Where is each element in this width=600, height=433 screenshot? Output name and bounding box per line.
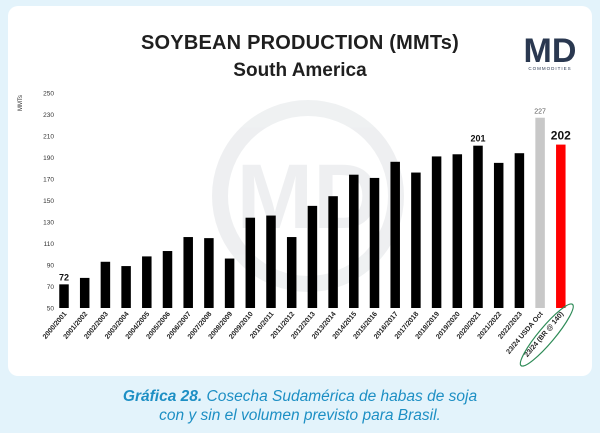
bar bbox=[369, 177, 380, 308]
y-tick-label: 250 bbox=[43, 91, 54, 98]
y-tick-label: 110 bbox=[44, 241, 55, 248]
data-labels: 72 201 227 202 bbox=[59, 109, 571, 283]
chart-subtitle: South America bbox=[233, 60, 367, 81]
md-logo: MD bbox=[524, 32, 577, 70]
y-axis: 50 70 90 110 130 150 170 190 210 230 250 MMTs bbox=[18, 91, 54, 313]
y-tick-label: 210 bbox=[43, 134, 54, 141]
bar bbox=[142, 256, 152, 308]
y-tick-label: 130 bbox=[43, 220, 54, 227]
bar bbox=[431, 156, 442, 308]
data-label: 227 bbox=[534, 109, 546, 116]
bar bbox=[121, 266, 131, 308]
bar bbox=[390, 161, 400, 308]
bars bbox=[59, 117, 566, 308]
y-tick-label: 170 bbox=[43, 177, 54, 184]
bar bbox=[100, 261, 111, 308]
y-tick-label: 50 bbox=[47, 306, 55, 313]
bar bbox=[411, 172, 421, 308]
y-axis-label: MMTs bbox=[18, 95, 24, 111]
data-label: 201 bbox=[470, 134, 485, 144]
x-tick-label: 23/24 USDA Oct bbox=[505, 310, 545, 355]
bar bbox=[183, 237, 193, 308]
bar bbox=[514, 153, 525, 308]
bar bbox=[162, 251, 173, 308]
bar bbox=[556, 144, 566, 308]
bar bbox=[204, 238, 214, 308]
bar bbox=[328, 196, 338, 308]
bar bbox=[493, 162, 504, 308]
bar bbox=[245, 217, 256, 308]
bar bbox=[307, 205, 318, 308]
bar bbox=[535, 117, 545, 308]
bar bbox=[286, 237, 297, 308]
data-label: 72 bbox=[59, 272, 69, 282]
figure-caption: Gráfica 28. Cosecha Sudamérica de habas … bbox=[0, 387, 600, 425]
caption-line2: con y sin el volumen previsto para Brasi… bbox=[159, 407, 441, 424]
chart-card: MD 50 70 90 110 130 150 170 190 210 230 250 MMTs 72… bbox=[8, 6, 592, 376]
chart-title: SOYBEAN PRODUCTION (MMTs) bbox=[141, 32, 459, 54]
bar bbox=[452, 154, 463, 308]
logo-subtext: COMMODITIES bbox=[528, 66, 572, 71]
y-tick-label: 90 bbox=[47, 263, 55, 270]
caption-label: Gráfica 28. bbox=[122, 388, 203, 405]
bar bbox=[224, 258, 235, 308]
y-tick-label: 70 bbox=[47, 284, 55, 291]
data-label: 202 bbox=[551, 129, 571, 143]
caption-line1: Cosecha Sudamérica de habas de soja bbox=[206, 388, 478, 405]
x-tick-label: 23/24 (BR @ 140) bbox=[524, 311, 566, 359]
highlight-ellipse bbox=[519, 303, 574, 367]
bar bbox=[79, 277, 90, 308]
bar bbox=[473, 145, 483, 308]
bar bbox=[266, 215, 276, 308]
y-tick-label: 190 bbox=[43, 155, 54, 162]
bar bbox=[349, 174, 359, 308]
y-tick-label: 230 bbox=[43, 112, 54, 119]
logo-mark: MD bbox=[524, 32, 577, 70]
bar bbox=[59, 284, 69, 308]
y-tick-label: 150 bbox=[43, 198, 54, 205]
x-axis: 2000/20012001/20022002/20032003/20042004… bbox=[42, 303, 574, 367]
